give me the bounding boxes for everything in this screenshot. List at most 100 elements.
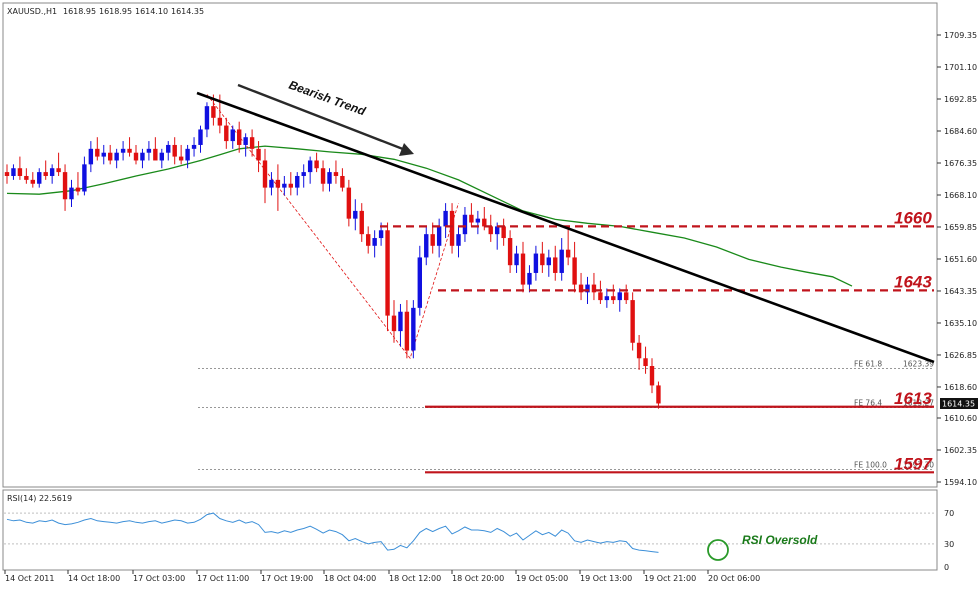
candle-body [649,366,655,386]
candle-body [540,253,545,266]
candle-body [56,168,61,173]
candle-body [495,226,500,235]
x-tick-label: 19 Oct 13:00 [580,574,632,583]
candle-body [314,160,319,169]
candle-body [578,284,584,293]
x-tick-label: 17 Oct 11:00 [197,574,249,583]
candle-body [482,218,487,227]
candle-body [75,187,81,192]
candle-body [49,168,55,176]
open-value: 1618.95 [63,7,96,16]
candle-body [262,160,268,188]
candle-body [224,125,229,142]
candle-body [237,129,242,145]
candle-body [4,172,10,176]
candle-body [520,253,526,285]
candle-body [353,210,358,219]
candle-body [301,172,306,176]
candle-body [11,168,16,176]
support-resistance-lines: 1660 1643 1613 1597 [380,208,934,474]
y-tick-label: 1610.60 [944,414,977,423]
y-tick-label: 1643.35 [944,287,977,296]
candle-body [404,311,410,351]
candle-body [30,179,35,184]
candle-body [172,144,177,157]
candle-body [249,137,255,149]
candle-body [527,272,532,285]
candle-body [591,284,597,293]
candle-body [385,230,390,316]
y-tick-label: 1692.85 [944,95,977,104]
candle-body [114,152,119,161]
fe-label: FE 100.0 [854,461,887,470]
candle-body [340,175,345,188]
candle-body [191,144,197,149]
candle-body [456,234,461,246]
candle-body [469,214,474,223]
candle-body [501,226,506,239]
zigzag-line [206,94,459,360]
candle-body [398,311,403,332]
candle-body [269,179,274,188]
x-tick-label: 18 Oct 12:00 [389,574,441,583]
rsi-tick-label: 70 [944,509,954,518]
bearish-trendline [196,91,935,364]
trend-arrow-head [399,143,414,156]
x-tick-label: 17 Oct 19:00 [261,574,313,583]
y-tick-label: 1659.85 [944,223,977,232]
candle-body [146,148,152,153]
close-value: 1614.35 [171,7,204,16]
candle-body [82,164,87,192]
candle-body [17,168,23,176]
rsi-line [6,512,659,553]
candle-body [204,106,210,130]
candle-body [282,183,287,188]
candle-body [153,148,158,161]
candle-body [101,152,106,157]
y-tick-label: 1635.10 [944,319,977,328]
oversold-circle [707,539,729,561]
current-price-tag [940,398,978,409]
candle-body [630,300,635,343]
candle-body [611,296,616,301]
candle-body [572,257,577,285]
candle-body [391,315,397,332]
y-tick-label: 1676.35 [944,159,977,168]
candle-body [411,307,416,351]
y-tick-label: 1684.60 [944,127,977,136]
rsi-tick-label: 0 [944,563,949,572]
candle-body [372,238,377,246]
rsi-header: RSI(14) 22.5619 [7,494,72,503]
trend-arrow-shaft [237,83,409,153]
candle-body [443,210,448,227]
y-tick-label: 1651.60 [944,255,977,264]
x-tick-label: 19 Oct 05:00 [516,574,568,583]
high-value: 1618.95 [99,7,132,16]
fe-label: FE 76.4 [854,399,882,408]
candle-body [127,148,132,153]
candle-body [88,148,94,165]
candle-body [643,358,648,367]
candle-body [230,129,235,142]
moving-average [6,145,853,287]
candle-body [346,187,352,219]
rsi-tick-label: 30 [944,540,954,549]
candle-body [604,296,610,301]
candle-body [37,172,42,184]
x-tick-label: 19 Oct 21:00 [644,574,696,583]
y-tick-label: 1701.10 [944,63,977,72]
candle-body [559,249,564,273]
candle-body [133,152,139,161]
candle-body [159,152,164,161]
candle-body [333,172,339,176]
candle-body [62,172,68,200]
candle-body [95,148,100,157]
candle-body [449,210,455,246]
candle-body [359,210,364,235]
candle-body [533,253,539,273]
rsi-oversold-label: RSI Oversold [742,533,818,547]
candle-body [585,284,590,293]
candle-body [166,144,171,153]
candle-body [108,152,113,161]
current-price-text: 1614.35 [942,400,975,409]
